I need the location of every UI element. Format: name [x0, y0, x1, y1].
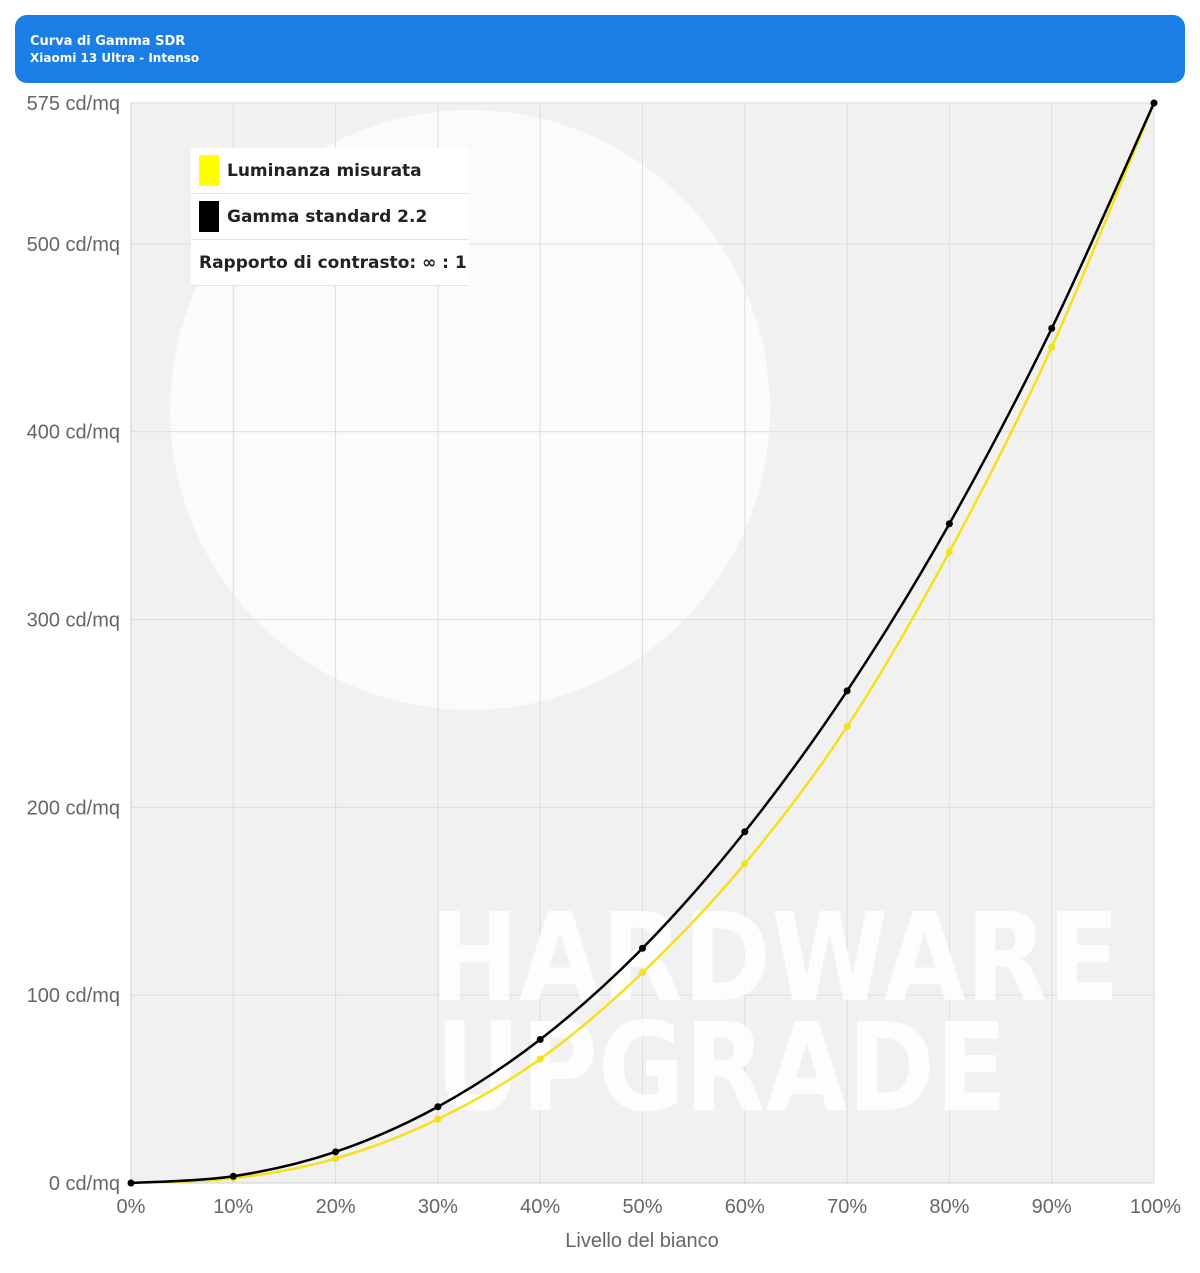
data-point-standard [127, 1179, 135, 1187]
contrast-ratio-text: Rapporto di contrasto: ∞ : 1 [199, 252, 467, 273]
x-tick-label: 0% [117, 1196, 146, 1218]
legend-item-measured[interactable]: Luminanza misurata [191, 148, 469, 194]
y-tick-label: 575 cd/mq [27, 93, 120, 115]
data-point-measured [843, 723, 851, 731]
chart-header: Curva di Gamma SDR Xiaomi 13 Ultra - Int… [15, 15, 1185, 83]
data-point-standard [229, 1172, 237, 1180]
data-point-standard [434, 1103, 442, 1111]
y-tick-label: 0 cd/mq [49, 1173, 120, 1195]
data-point-standard [639, 944, 646, 952]
data-point-standard [1150, 99, 1158, 107]
y-tick-label: 500 cd/mq [27, 234, 120, 256]
data-point-measured [434, 1115, 442, 1123]
legend: Luminanza misurata Gamma standard 2.2 Ra… [191, 148, 469, 286]
data-point-measured [945, 548, 953, 556]
series-layer [127, 99, 1158, 1187]
x-tick-label: 30% [418, 1196, 458, 1218]
chart-title: Curva di Gamma SDR [30, 34, 186, 49]
watermark-line-2: UPGRADE [435, 997, 1007, 1139]
x-tick-label: 70% [827, 1196, 867, 1218]
y-tick-label: 100 cd/mq [27, 985, 120, 1007]
data-point-standard [332, 1148, 340, 1156]
standard-swatch [199, 201, 219, 232]
legend-item-standard[interactable]: Gamma standard 2.2 [191, 194, 469, 240]
data-point-standard [945, 520, 953, 528]
data-point-measured [536, 1055, 544, 1063]
y-tick-label: 200 cd/mq [27, 797, 120, 819]
data-point-standard [843, 687, 851, 695]
x-axis-ticks: 0% 10% 20% 30% 40% 50% 60% 70% 80% 90% 100% [117, 1196, 1182, 1218]
y-tick-label: 400 cd/mq [27, 422, 120, 444]
x-tick-label: 90% [1032, 1196, 1072, 1218]
contrast-ratio: Rapporto di contrasto: ∞ : 1 [191, 240, 469, 286]
measured-swatch [199, 155, 219, 186]
x-axis-label: Livello del bianco [565, 1230, 718, 1252]
x-tick-label: 50% [622, 1196, 662, 1218]
x-tick-label: 10% [213, 1196, 253, 1218]
x-tick-label: 40% [520, 1196, 560, 1218]
x-tick-label: 20% [316, 1196, 356, 1218]
watermark-line-1: HARDWARE [430, 887, 1120, 1029]
data-point-standard [741, 828, 749, 836]
legend-label-standard: Gamma standard 2.2 [227, 206, 428, 227]
data-point-standard [536, 1036, 544, 1044]
y-tick-label: 300 cd/mq [27, 610, 120, 632]
data-point-measured [639, 969, 646, 977]
data-point-measured [332, 1155, 340, 1163]
x-tick-label: 80% [929, 1196, 969, 1218]
data-point-measured [1048, 343, 1056, 351]
data-point-measured [741, 860, 749, 868]
x-tick-label: 100% [1130, 1196, 1181, 1218]
legend-label-measured: Luminanza misurata [227, 160, 422, 181]
y-axis-ticks: 0 cd/mq 100 cd/mq 200 cd/mq 300 cd/mq 400 cd… [27, 93, 120, 1195]
data-point-standard [1048, 324, 1056, 332]
chart-subtitle: Xiaomi 13 Ultra - Intenso [30, 51, 200, 65]
x-tick-label: 60% [725, 1196, 765, 1218]
